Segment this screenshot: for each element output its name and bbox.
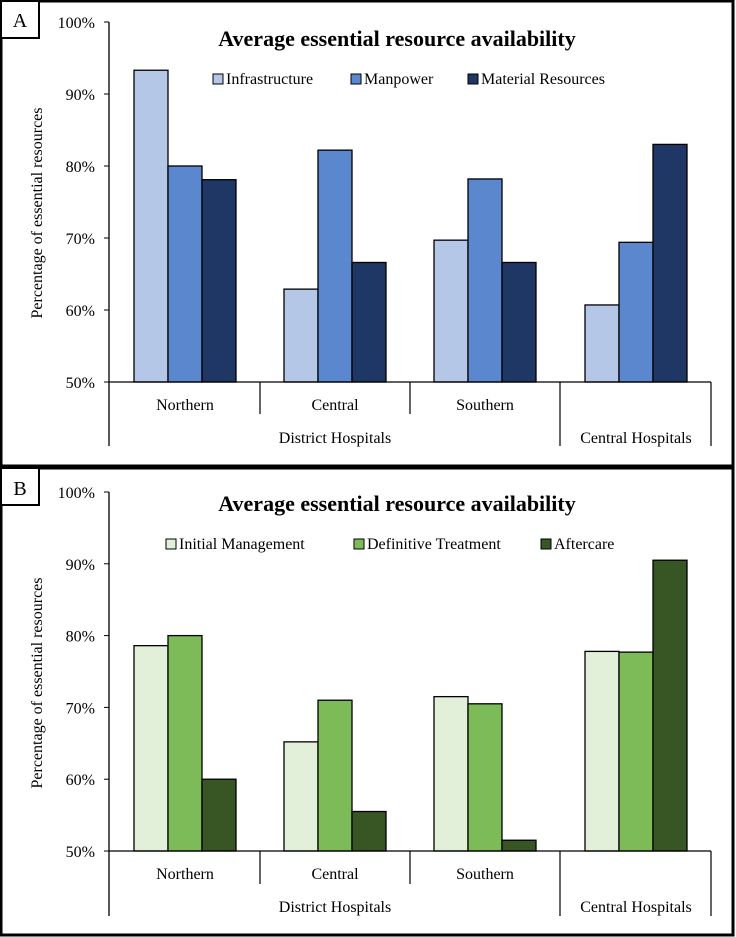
legend-label: Infrastructure xyxy=(226,71,313,88)
bar xyxy=(652,143,688,383)
category-label: Southern xyxy=(456,866,514,883)
panel-letter-box xyxy=(0,0,40,39)
bar xyxy=(433,695,469,852)
bar xyxy=(317,699,353,852)
bar xyxy=(652,559,688,852)
legend-swatch xyxy=(350,73,362,85)
panel-a: A Average essential resource availability… xyxy=(0,0,735,468)
panel-frame xyxy=(0,466,735,937)
legend-label: Definitive Treatment xyxy=(367,536,501,553)
bar xyxy=(584,650,620,852)
bar xyxy=(201,179,237,383)
bar xyxy=(317,149,353,383)
y-axis-label: Percentage of essential resources xyxy=(29,577,46,788)
bar xyxy=(467,703,503,852)
category-label: Central Hospitals xyxy=(580,430,692,447)
legend-label: Material Resources xyxy=(481,71,605,88)
group-label: District Hospitals xyxy=(279,899,391,916)
panel-b: B Average essential resource availability… xyxy=(0,466,735,937)
legend-swatch xyxy=(540,538,552,550)
bar xyxy=(133,69,169,383)
y-tick-label: 70% xyxy=(66,231,95,248)
chart-title: Average essential resource availability xyxy=(218,491,575,516)
y-tick-label: 90% xyxy=(66,557,95,574)
category-label: Northern xyxy=(156,866,214,883)
bar xyxy=(133,645,169,852)
y-tick-label: 100% xyxy=(58,15,95,32)
category-label: Central xyxy=(311,397,359,414)
bar xyxy=(618,241,654,383)
category-label: Central xyxy=(311,866,359,883)
panel-letter: B xyxy=(13,478,26,500)
y-tick-label: 90% xyxy=(66,87,95,104)
panel-letter: A xyxy=(13,10,28,32)
bar xyxy=(433,239,469,383)
category-label: Northern xyxy=(156,397,214,414)
bar xyxy=(501,261,537,383)
legend-swatch xyxy=(165,538,177,550)
legend-label: Initial Management xyxy=(179,536,305,553)
category-label: Southern xyxy=(456,397,514,414)
legend-swatch xyxy=(467,73,479,85)
bar xyxy=(283,288,319,383)
y-tick-label: 60% xyxy=(66,303,95,320)
y-tick-label: 100% xyxy=(58,485,95,502)
bar xyxy=(467,178,503,383)
y-tick-label: 50% xyxy=(66,375,95,392)
legend-label: Aftercare xyxy=(554,536,614,553)
y-tick-label: 60% xyxy=(66,772,95,789)
bar xyxy=(351,810,387,852)
legend-swatch xyxy=(353,538,365,550)
category-label: Central Hospitals xyxy=(580,899,692,916)
legend-swatch xyxy=(212,73,224,85)
legend-label: Manpower xyxy=(364,71,434,88)
y-tick-label: 80% xyxy=(66,629,95,646)
chart-title: Average essential resource availability xyxy=(218,26,575,51)
bar xyxy=(584,304,620,383)
bar xyxy=(201,778,237,852)
bar xyxy=(167,165,203,383)
group-label: District Hospitals xyxy=(279,430,391,447)
bar xyxy=(283,741,319,852)
bar xyxy=(167,634,203,852)
bar xyxy=(351,261,387,383)
y-tick-label: 70% xyxy=(66,700,95,717)
bar xyxy=(501,839,537,852)
panel-letter-box xyxy=(0,467,40,506)
y-tick-label: 50% xyxy=(66,844,95,861)
bar xyxy=(618,651,654,852)
y-axis-label: Percentage of essential resources xyxy=(29,107,46,318)
panel-frame xyxy=(0,0,735,468)
y-tick-label: 80% xyxy=(66,159,95,176)
